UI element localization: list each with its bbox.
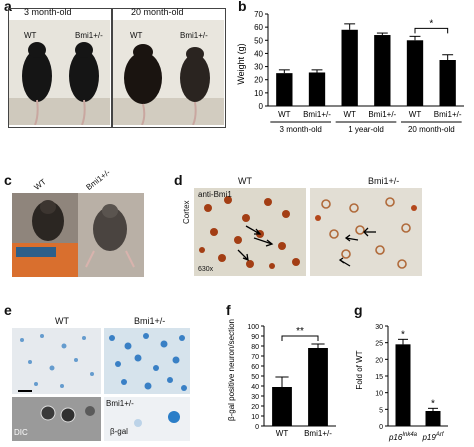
panel-e-dic-label: DIC (14, 428, 28, 437)
chart-f-ytick-label: 0 (255, 424, 259, 431)
chart-b-significance-bracket (414, 27, 449, 34)
chart-g-ytick-label: 20 (375, 357, 383, 364)
panel-c-letter: c (4, 172, 12, 188)
panel-a-group-20mo-frame (112, 8, 226, 128)
panel-e-bmi1-label: Bmi1+/- (134, 316, 166, 326)
chart-f-ytick-label: 60 (251, 364, 259, 371)
chart-panel-b: Weight (g) 0 10 20 30 40 50 60 70 WT Bmi1+/- WT Bmi… (236, 10, 464, 134)
chart-b-bar (308, 72, 326, 106)
chart-b-bar (406, 40, 424, 106)
chart-b-category-label: Bmi1+/- (368, 110, 396, 119)
panel-a-20mo-wt-label: WT (130, 31, 143, 40)
panel-e-wt-label: WT (55, 316, 69, 326)
chart-b-bar (276, 73, 293, 106)
chart-b-ytick-label: 60 (254, 23, 263, 32)
chart-f-bar (272, 387, 292, 426)
panel-a-group-label-20mo: 20 month-old (131, 7, 184, 17)
chart-f-significance-bracket (281, 335, 319, 341)
chart-f-ytick-label: 100 (247, 324, 259, 331)
chart-g-significance-mark: * (401, 329, 405, 340)
chart-b-ytick-label: 30 (254, 63, 263, 72)
panel-d-letter: d (174, 172, 183, 188)
chart-g-bar (425, 411, 441, 426)
bgal-stain-wt (12, 328, 101, 394)
panel-c-bmi1-label: Bmi1+/- (84, 167, 112, 192)
mouse-photo-20mo (113, 20, 224, 125)
chart-f-ytick-label: 40 (251, 384, 259, 391)
chart-f-ytick-label: 90 (251, 334, 259, 341)
chart-panel-f: β-gal positive neuron/section 0 10 20 30 40 5… (227, 319, 336, 438)
chart-f-category-label: Bmi1+/- (304, 429, 332, 438)
panel-b-letter: b (238, 0, 247, 14)
chart-b-ytick-label: 70 (254, 10, 263, 19)
panel-d-bmi1-label: Bmi1+/- (368, 176, 400, 186)
chart-f-ytick-label: 10 (251, 414, 259, 421)
panel-e-inset-label: Bmi1+/- (106, 399, 134, 408)
chart-b-category-label: WT (343, 110, 356, 119)
panel-a-group-label-3mo: 3 month-old (24, 7, 72, 17)
chart-b-group-label: 1 year-old (348, 125, 384, 134)
cortex-stain-wt (194, 188, 306, 276)
dic-image (12, 397, 101, 441)
chart-g-ytick-label: 5 (379, 407, 383, 414)
chart-f-ytick-label: 70 (251, 354, 259, 361)
chart-g-ylabel: Fold of WT (355, 350, 364, 389)
panel-a-letter: a (4, 0, 12, 14)
chart-f-ytick-label: 50 (251, 374, 259, 381)
panel-c-wt-label: WT (32, 177, 48, 192)
chart-g-bar (395, 344, 411, 426)
chart-g-ytick-label: 15 (375, 374, 383, 381)
chart-b-category-label: Bmi1+/- (434, 110, 462, 119)
panel-f-letter: f (226, 302, 231, 318)
chart-panel-g: Fold of WT 0 5 10 15 20 25 30 p16Ink4a p19Arf * * (355, 324, 448, 442)
chart-b-ytick-label: 40 (254, 49, 263, 58)
chart-f-category-label: WT (276, 429, 289, 438)
chart-b-group-label: 20 month-old (408, 125, 455, 134)
panel-d-region-label: Cortex (182, 200, 191, 224)
chart-b-ytick-label: 0 (259, 102, 264, 111)
panel-e-bgal-label: β-gal (110, 427, 128, 436)
chart-b-ytick-label: 20 (254, 76, 263, 85)
panel-d-wt-label: WT (238, 176, 252, 186)
chart-g-significance-mark: * (431, 398, 435, 409)
panel-a-3mo-wt-label: WT (24, 31, 37, 40)
chart-b-ylabel: Weight (g) (236, 43, 246, 84)
chart-b-ytick-label: 10 (254, 89, 263, 98)
mouse-photo-3mo (9, 20, 110, 125)
mouse-gait-photo (12, 193, 144, 277)
chart-b-ytick-label: 50 (254, 36, 263, 45)
chart-b-bar (341, 29, 358, 106)
chart-b-group-label: 3 month-old (280, 125, 322, 134)
chart-f-ytick-label: 20 (251, 404, 259, 411)
chart-f-bar (308, 348, 328, 426)
panel-a-group-3mo-frame (8, 8, 112, 128)
chart-g-ytick-label: 0 (379, 424, 383, 431)
panel-a-3mo-bmi1-label: Bmi1+/- (75, 31, 103, 40)
bgal-inset-image (104, 397, 190, 441)
chart-g-ytick-label: 30 (375, 324, 383, 331)
chart-f-ytick-label: 30 (251, 394, 259, 401)
bgal-stain-bmi1 (104, 328, 190, 394)
chart-g-category-label: p19Arf (421, 432, 444, 442)
chart-b-category-label: WT (409, 110, 422, 119)
chart-b-bar (374, 35, 391, 106)
chart-f-ylabel: β-gal positive neuron/section (227, 319, 236, 421)
panel-a-20mo-bmi1-label: Bmi1+/- (180, 31, 208, 40)
chart-g-ytick-label: 25 (375, 341, 383, 348)
cortex-stain-bmi1 (310, 188, 422, 276)
chart-f-significance-mark: ** (296, 326, 304, 337)
chart-b-category-label: Bmi1+/- (303, 110, 331, 119)
chart-g-ytick-label: 10 (375, 391, 383, 398)
chart-b-category-label: WT (278, 110, 291, 119)
chart-f-ytick-label: 80 (251, 344, 259, 351)
panel-e-letter: e (4, 302, 12, 318)
chart-b-bar (439, 60, 456, 106)
chart-g-category-label: p16Ink4a (388, 432, 418, 442)
panel-d-magnification: 630x (198, 266, 214, 273)
panel-d-stain-label: anti-Bmi1 (198, 190, 232, 199)
panel-g-letter: g (354, 302, 363, 318)
chart-b-significance-mark: * (429, 18, 433, 29)
